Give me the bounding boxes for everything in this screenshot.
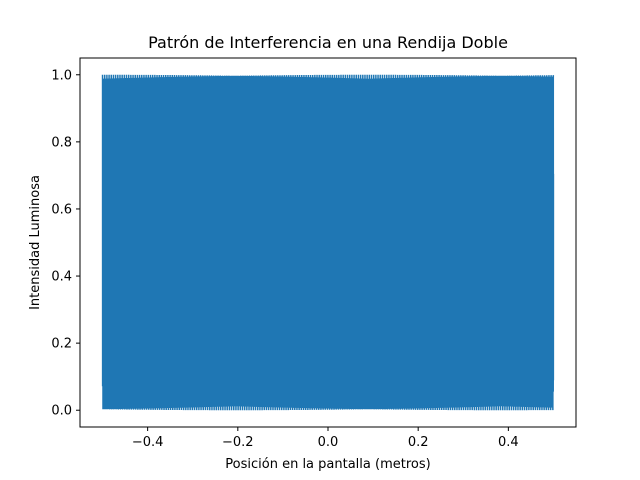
- x-tick-label: 0.4: [498, 435, 519, 450]
- y-tick-label: 0.4: [51, 270, 72, 285]
- x-axis-label: Posición en la pantalla (metros): [225, 457, 430, 472]
- y-tick-label: 1.0: [51, 68, 72, 83]
- y-axis: 0.0 0.2 0.4 0.6 0.8 1.0: [51, 68, 80, 419]
- x-tick-label: −0.4: [132, 435, 164, 450]
- y-tick-label: 0.6: [51, 202, 72, 217]
- y-tick-label: 0.2: [51, 337, 72, 352]
- plot-area: [79, 57, 577, 428]
- chart-title: Patrón de Interferencia en una Rendija D…: [148, 33, 508, 52]
- x-axis: −0.4 −0.2 0.0 0.2 0.4: [132, 427, 519, 450]
- series-line-0: [101, 74, 555, 411]
- x-tick-label: 0.2: [408, 435, 429, 450]
- x-tick-label: −0.2: [222, 435, 254, 450]
- y-tick-label: 0.8: [51, 135, 72, 150]
- series-layer: [101, 74, 555, 411]
- y-axis-label: Intensidad Luminosa: [28, 175, 43, 310]
- y-tick-label: 0.0: [51, 404, 72, 419]
- x-tick-label: 0.0: [318, 435, 339, 450]
